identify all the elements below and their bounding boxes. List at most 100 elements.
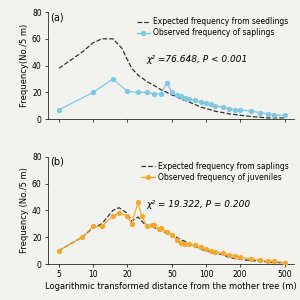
Observed frequency of saplings — [183, 96, 187, 100]
Expected frequency from saplings — [238, 257, 242, 261]
Expected frequency from seedlings — [183, 99, 187, 102]
Expected frequency from seedlings — [91, 41, 95, 45]
Expected frequency from seedlings — [258, 116, 262, 119]
Expected frequency from saplings — [209, 250, 212, 254]
Observed frequency of saplings — [57, 108, 61, 112]
Expected frequency from seedlings — [165, 91, 169, 94]
Observed frequency of juveniles — [140, 214, 144, 217]
Expected frequency from seedlings — [283, 116, 287, 120]
Expected frequency from seedlings — [111, 37, 115, 40]
Expected frequency from saplings — [258, 260, 262, 263]
Observed frequency of juveniles — [175, 238, 178, 242]
Observed frequency of juveniles — [150, 223, 153, 227]
Expected frequency from seedlings — [199, 105, 203, 109]
Expected frequency from saplings — [183, 239, 187, 243]
Expected frequency from seedlings — [170, 93, 174, 97]
Expected frequency from saplings — [157, 227, 160, 231]
Expected frequency from seedlings — [272, 116, 276, 120]
Expected frequency from seedlings — [145, 80, 149, 83]
Expected frequency from saplings — [100, 222, 104, 226]
Observed frequency of juveniles — [153, 223, 156, 227]
Observed frequency of juveniles — [130, 222, 134, 226]
Expected frequency from saplings — [111, 208, 115, 212]
Expected frequency from saplings — [272, 261, 276, 265]
Observed frequency of juveniles — [233, 254, 237, 258]
Expected frequency from saplings — [187, 242, 190, 246]
Expected frequency from seedlings — [125, 57, 129, 61]
Observed frequency of saplings — [209, 103, 212, 106]
Expected frequency from seedlings — [221, 111, 224, 114]
Expected frequency from seedlings — [142, 77, 145, 81]
Expected frequency from seedlings — [130, 67, 134, 70]
Expected frequency from seedlings — [204, 107, 208, 110]
Observed frequency of juveniles — [165, 230, 169, 234]
Text: (b): (b) — [50, 157, 64, 167]
Expected frequency from seedlings — [193, 103, 197, 106]
Expected frequency from saplings — [227, 256, 231, 259]
Y-axis label: Frequency(No./5 m): Frequency(No./5 m) — [20, 24, 29, 107]
Expected frequency from saplings — [204, 249, 208, 252]
Expected frequency from seedlings — [153, 84, 156, 88]
Observed frequency of juveniles — [227, 253, 231, 256]
X-axis label: Logarithmic transformed distance from the mother tree (m): Logarithmic transformed distance from th… — [45, 282, 297, 291]
Observed frequency of saplings — [199, 100, 203, 103]
Expected frequency from seedlings — [159, 88, 163, 92]
Expected frequency from saplings — [153, 226, 156, 230]
Observed frequency of saplings — [153, 92, 156, 96]
Observed frequency of juveniles — [179, 241, 183, 244]
Expected frequency from saplings — [199, 248, 203, 251]
Expected frequency from saplings — [80, 236, 84, 239]
Expected frequency from saplings — [213, 251, 217, 255]
Text: χ² = 19.322, P = 0.200: χ² = 19.322, P = 0.200 — [146, 200, 250, 209]
Observed frequency of juveniles — [100, 225, 104, 228]
Expected frequency from saplings — [130, 219, 134, 223]
Expected frequency from saplings — [266, 260, 269, 264]
Observed frequency of juveniles — [221, 251, 224, 255]
Expected frequency from saplings — [179, 238, 183, 242]
Expected frequency from seedlings — [120, 46, 124, 50]
Observed frequency of juveniles — [145, 225, 149, 228]
Expected frequency from seedlings — [80, 50, 84, 54]
Expected frequency from saplings — [175, 236, 178, 239]
Expected frequency from saplings — [193, 245, 197, 248]
Observed frequency of juveniles — [193, 243, 197, 247]
Expected frequency from saplings — [159, 229, 163, 232]
Expected frequency from seedlings — [100, 37, 104, 40]
Observed frequency of saplings — [283, 113, 287, 117]
Expected frequency from seedlings — [266, 116, 269, 120]
Expected frequency from seedlings — [175, 94, 178, 98]
Observed frequency of saplings — [187, 97, 190, 101]
Expected frequency from seedlings — [136, 73, 140, 77]
Expected frequency from saplings — [221, 253, 224, 256]
Expected frequency from saplings — [150, 225, 153, 228]
Observed frequency of saplings — [227, 107, 231, 110]
Expected frequency from saplings — [57, 249, 61, 252]
Observed frequency of saplings — [258, 111, 262, 114]
Observed frequency of juveniles — [159, 226, 163, 230]
Observed frequency of saplings — [272, 113, 276, 117]
Legend: Expected frequency from saplings, Observed frequency of juveniles: Expected frequency from saplings, Observ… — [140, 160, 290, 184]
Observed frequency of juveniles — [57, 249, 61, 252]
Observed frequency of juveniles — [249, 257, 253, 260]
Expected frequency from saplings — [140, 219, 144, 223]
Expected frequency from seedlings — [209, 108, 212, 112]
Expected frequency from seedlings — [227, 112, 231, 116]
Observed frequency of saplings — [249, 110, 253, 113]
Observed frequency of juveniles — [125, 214, 129, 217]
Observed frequency of saplings — [221, 105, 224, 109]
Expected frequency from saplings — [233, 257, 237, 260]
Observed frequency of saplings — [170, 91, 174, 94]
Observed frequency of juveniles — [209, 249, 212, 252]
Expected frequency from seedlings — [233, 113, 237, 116]
Expected frequency from saplings — [165, 231, 169, 235]
Observed frequency of saplings — [136, 91, 140, 94]
Expected frequency from seedlings — [213, 110, 217, 113]
Text: (a): (a) — [50, 12, 64, 22]
Expected frequency from saplings — [170, 233, 174, 236]
Expected frequency from saplings — [125, 211, 129, 215]
Observed frequency of juveniles — [170, 233, 174, 236]
Observed frequency of saplings — [91, 91, 95, 94]
Expected frequency from seedlings — [179, 97, 183, 101]
Line: Observed frequency of juveniles: Observed frequency of juveniles — [57, 200, 287, 265]
Observed frequency of saplings — [213, 104, 217, 108]
